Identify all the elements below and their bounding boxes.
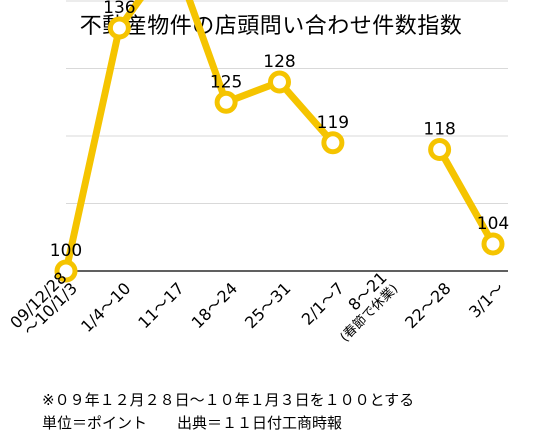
data-label-4: 128 xyxy=(263,52,295,72)
x-tick-labels: 09/12/28～10/1/31/4～10 11～17 18～24 25～31 2/1～… xyxy=(6,268,508,345)
series-line xyxy=(62,0,497,275)
x-tick-label: 22～28 xyxy=(401,279,455,333)
data-labels: 100136147125128119118104 xyxy=(50,0,509,261)
data-label-0: 100 xyxy=(50,241,82,261)
x-tick-8: 3/1～ xyxy=(465,279,508,322)
data-label-3: 125 xyxy=(210,72,242,92)
x-tick-7: 22～28 xyxy=(401,279,455,333)
x-tick-label: 1/4～10 xyxy=(77,279,134,336)
data-label-7: 118 xyxy=(423,120,455,140)
chart-title: 不動産物件の店頭問い合わせ件数指数 xyxy=(79,14,463,39)
series-segment xyxy=(62,0,337,275)
x-tick-2: 11～17 xyxy=(134,279,188,333)
x-tick-3: 18～24 xyxy=(188,279,242,333)
footnote-baseline: ※０９年１２月２８日～１０年１月３日を１００とする xyxy=(42,391,415,409)
data-label-5: 119 xyxy=(317,113,349,133)
x-tick-4: 25～31 xyxy=(241,279,295,333)
footnote-source: 単位＝ポイント 出典＝１１日付工商時報 xyxy=(42,414,343,432)
grid-lines xyxy=(66,0,508,204)
data-point-8 xyxy=(481,232,505,256)
x-tick-5: 2/1～7 xyxy=(298,279,348,329)
x-tick-label: 25～31 xyxy=(241,279,295,333)
x-tick-6: 8～21(春節で休業) xyxy=(337,268,401,345)
x-tick-label: 3/1～ xyxy=(465,279,508,322)
data-label-8: 104 xyxy=(477,214,509,234)
data-label-1: 136 xyxy=(103,0,135,18)
data-point-3 xyxy=(214,90,238,114)
x-tick-1: 1/4～10 xyxy=(77,279,134,336)
x-tick-label: 2/1～7 xyxy=(298,279,348,329)
data-point-4 xyxy=(268,70,291,94)
data-points xyxy=(54,16,505,283)
data-point-0 xyxy=(54,259,78,283)
x-tick-label: 18～24 xyxy=(188,279,242,333)
x-tick-label: 11～17 xyxy=(134,279,188,333)
data-point-5 xyxy=(321,131,345,155)
series-segment xyxy=(436,146,497,248)
data-point-7 xyxy=(428,138,452,161)
data-point-1 xyxy=(107,16,131,40)
